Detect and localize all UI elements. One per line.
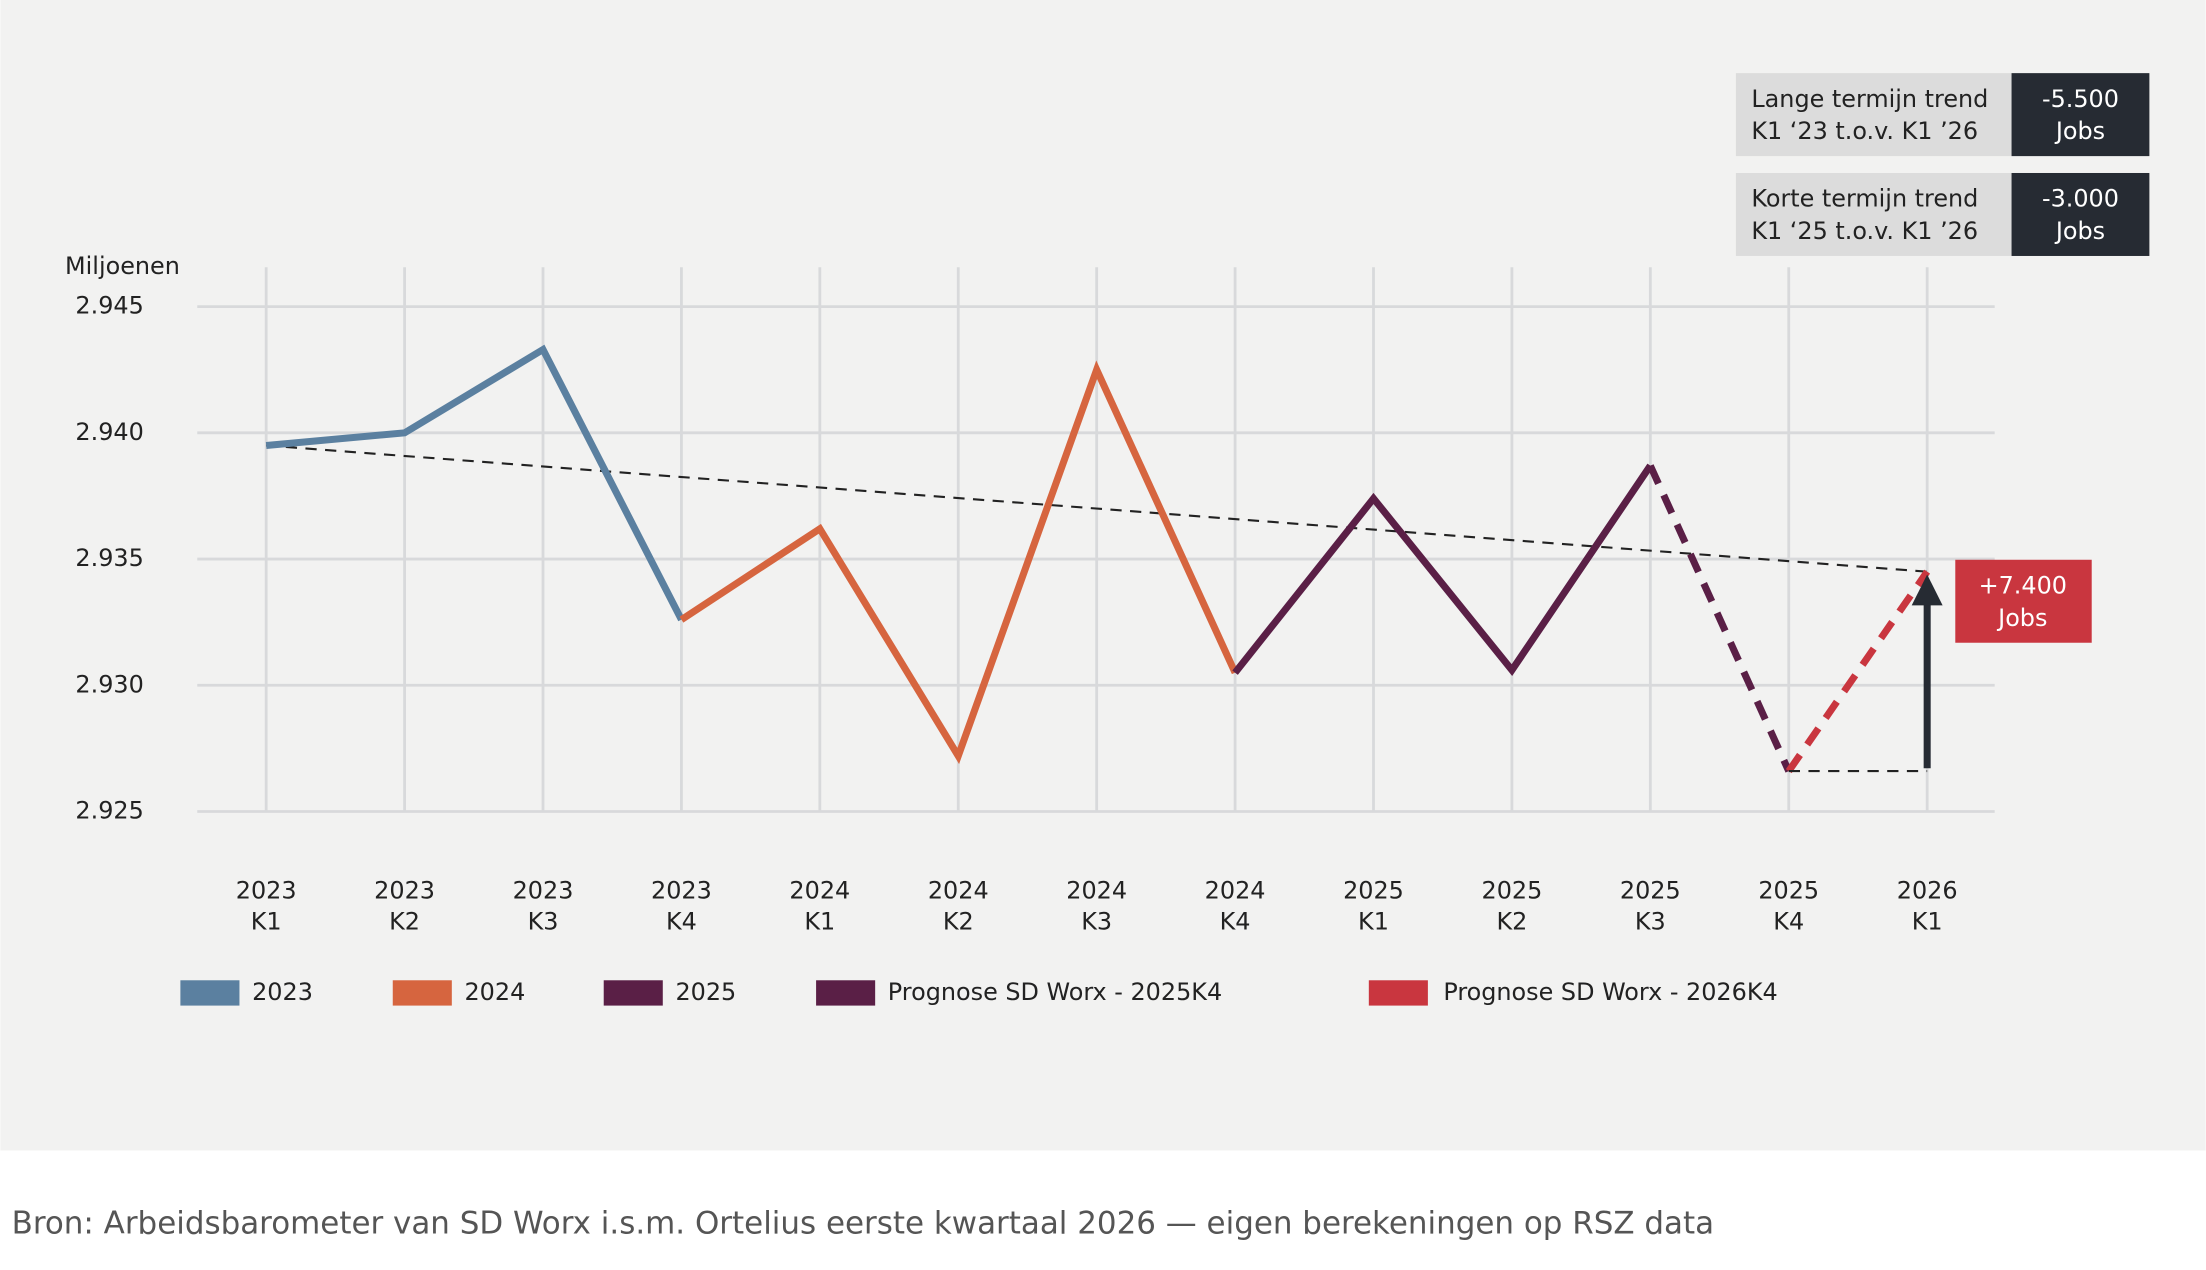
legend-label: Prognose SD Worx - 2025K4 [888,978,1222,1006]
legend-swatch [603,980,663,1006]
annotation-value: -5.500 [2042,85,2119,113]
x-tick-label: K4 [1220,908,1251,936]
legend-swatch [392,980,452,1006]
legend-label: Prognose SD Worx - 2026K4 [1443,978,1777,1006]
series-line [1785,569,1931,774]
x-tick-label: K2 [389,908,420,936]
annotation-value: -3.000 [2042,185,2119,213]
x-tick-label: 2025 [1620,877,1681,905]
y-axis-label: Miljoenen [65,252,180,280]
x-tick-label: K3 [1635,908,1666,936]
annotation-value-box [2011,73,2150,157]
annotation-text: K1 ‘25 t.o.v. K1 ’26 [1751,217,1978,245]
annotation-text: Lange termijn trend [1751,85,1988,113]
legend-swatch [1368,980,1428,1006]
x-tick-label: K2 [1496,908,1527,936]
annotation-text: Korte termijn trend [1751,185,1978,213]
x-tick-label: K4 [666,908,697,936]
change-arrowhead [1911,574,1943,606]
series-line [1232,463,1654,677]
x-tick-label: 2023 [236,877,297,905]
trend-line [266,444,1928,573]
legend-swatch [816,980,876,1006]
x-tick-label: 2026 [1897,877,1958,905]
x-tick-label: K3 [528,908,559,936]
y-tick-label: 2.930 [75,670,143,698]
x-tick-label: K4 [1773,908,1804,936]
series-line [679,360,1239,765]
y-tick-label: 2.935 [75,544,143,572]
x-tick-label: 2024 [1205,877,1266,905]
x-tick-label: 2024 [928,877,989,905]
y-tick-label: 2.940 [75,418,143,446]
legend-label: 2023 [252,978,313,1006]
x-tick-label: 2024 [1066,877,1127,905]
legend-label: 2025 [675,978,736,1006]
annotation-box [1735,73,2012,157]
legend-label: 2024 [464,978,525,1006]
y-tick-label: 2.925 [75,797,143,825]
y-tick-label: 2.945 [75,292,143,320]
source: Bron: Arbeidsbarometer van SD Worx i.s.m… [12,1205,1714,1241]
annotation-value-box [2011,172,2150,256]
x-tick-label: K1 [1912,908,1943,936]
x-tick-label: 2025 [1758,877,1819,905]
x-tick-label: K3 [1081,908,1112,936]
x-tick-label: 2023 [513,877,574,905]
annotation-box [1735,172,2012,256]
x-tick-label: K1 [251,908,282,936]
legend-swatch [180,980,240,1006]
annotation-value: Jobs [2054,217,2105,245]
x-tick-label: K2 [943,908,974,936]
x-tick-label: 2025 [1343,877,1404,905]
change-box [1955,559,2092,643]
x-tick-label: 2025 [1482,877,1543,905]
x-tick-label: K1 [804,908,835,936]
x-tick-label: 2023 [651,877,712,905]
annotation-value: Jobs [2054,117,2105,145]
x-tick-label: 2024 [789,877,850,905]
series-line [265,344,685,622]
series-line [1647,464,1792,773]
annotation-text: K1 ‘23 t.o.v. K1 ’26 [1751,117,1978,145]
x-tick-label: 2023 [374,877,435,905]
x-tick-label: K1 [1358,908,1389,936]
change-label: Jobs [1996,604,2047,632]
change-label: +7.400 [1979,571,2067,599]
